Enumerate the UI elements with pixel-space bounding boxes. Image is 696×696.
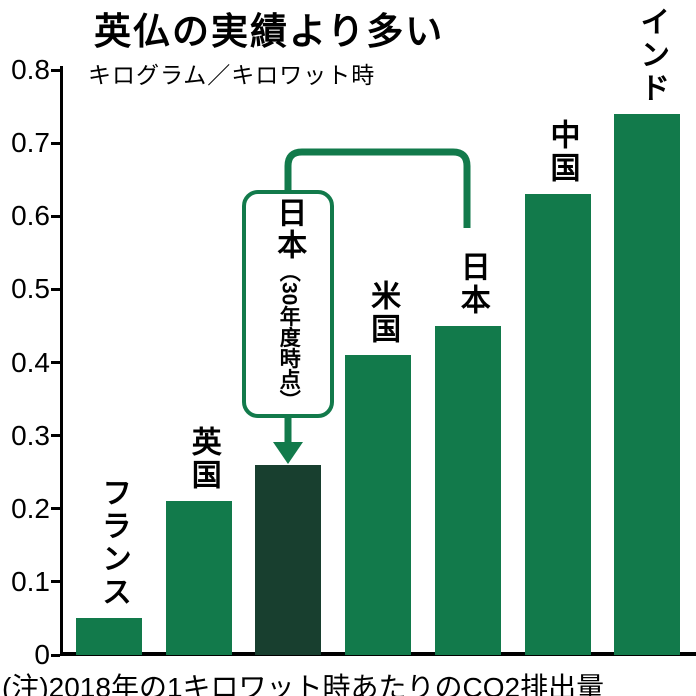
bar-label-7: インド <box>635 5 669 105</box>
annotation-label-sub: （30年度時点） <box>277 261 301 411</box>
annotation-label: 日本（30年度時点） <box>272 197 306 411</box>
bar-7 <box>614 113 681 655</box>
bar-label-1: フランス <box>97 477 130 610</box>
bar-4 <box>345 355 412 655</box>
annotation-callout: 日本（30年度時点） <box>242 190 334 418</box>
bar-label-5: 日本 <box>455 250 489 317</box>
chart-title: 英仏の実績より多い <box>94 11 445 52</box>
bar-5 <box>434 325 501 655</box>
bar-label-6: 中国 <box>545 119 579 186</box>
bar-label-4: 米国 <box>366 280 400 347</box>
annotation-label-main: 日本 <box>272 197 306 262</box>
bar-6 <box>524 194 591 655</box>
footnote: (注)2018年の1キロワット時あたりのCO2排出量 <box>2 672 605 696</box>
y-axis-line <box>60 66 63 655</box>
bar-3 <box>255 464 322 655</box>
unit-label: キログラム／キロワット時 <box>88 62 376 88</box>
bar-1 <box>76 618 142 655</box>
bar-2 <box>165 501 232 655</box>
bar-label-2: 英国 <box>186 426 220 493</box>
